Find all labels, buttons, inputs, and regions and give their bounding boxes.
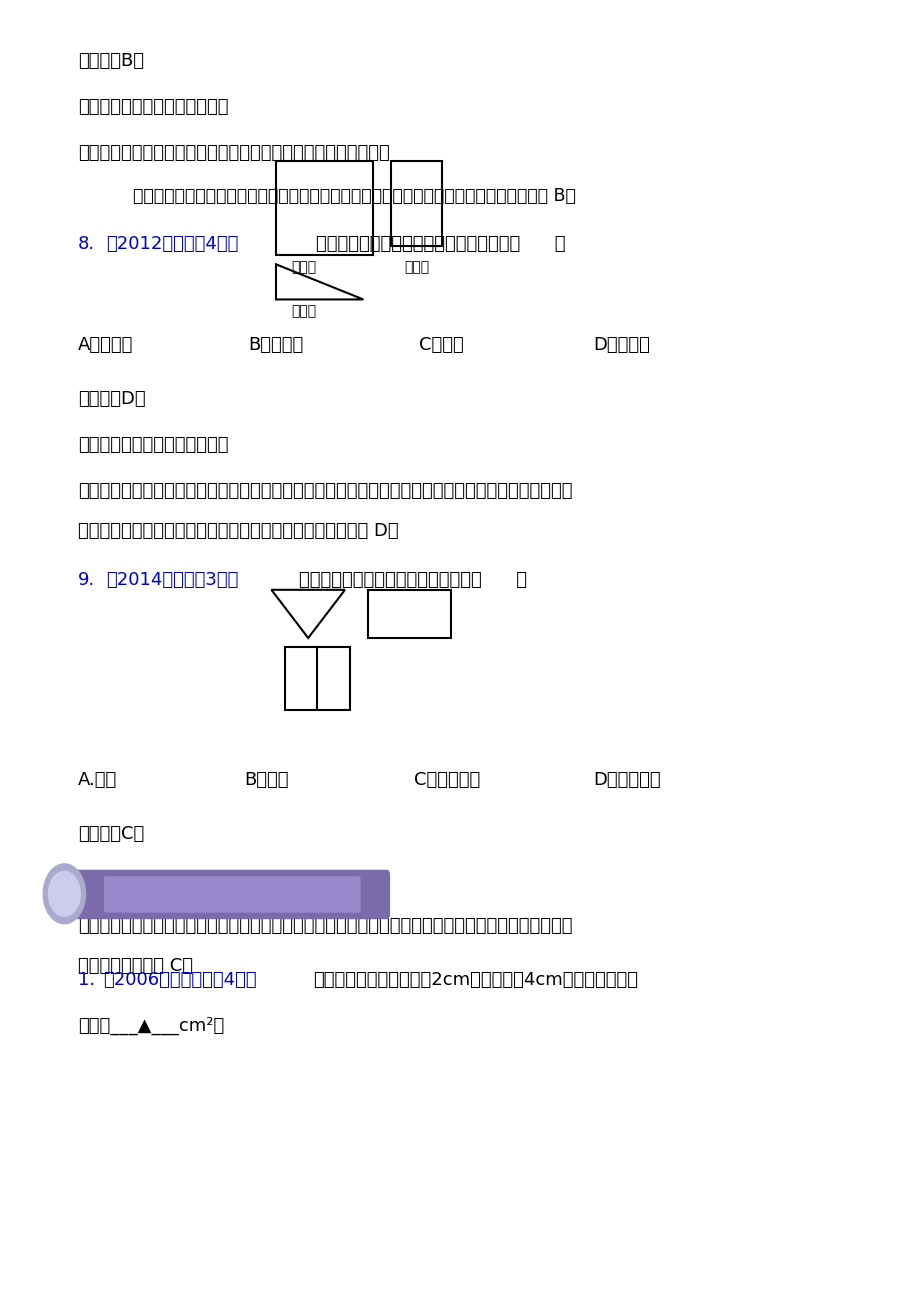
- Text: 图为矩形，可得为柱体，俯视图为三角形可得为三棱柱。故选 D。: 图为矩形，可得为柱体，俯视图为三角形可得为三棱柱。故选 D。: [78, 522, 399, 540]
- Text: 主视图: 主视图: [290, 260, 316, 275]
- Text: 【考点】展开图折叠成几何体。: 【考点】展开图折叠成几何体。: [78, 98, 229, 116]
- Text: 如图，圆锥的底面半径为2cm，母线长为4cm，那么它的侧面: 如图，圆锥的底面半径为2cm，母线长为4cm，那么它的侧面: [312, 971, 637, 990]
- Bar: [391, 161, 441, 246]
- Text: （2012年北京市4分）: （2012年北京市4分）: [106, 236, 238, 254]
- Text: D．正三棱锥: D．正三棱锥: [593, 771, 661, 789]
- Text: 【分析】仔细观察，看得到小正方体的阴影部分的具体部位即可：: 【分析】仔细观察，看得到小正方体的阴影部分的具体部位即可：: [78, 143, 390, 161]
- Text: C．正三棱柱: C．正三棱柱: [414, 771, 480, 789]
- Bar: [368, 590, 450, 638]
- Text: 【答案】B。: 【答案】B。: [78, 52, 144, 70]
- Text: 【分析】根据俯视图和左视图为矩形判断出是柱体，学科网根据主视图是三角形可判断出这个几何体应该: 【分析】根据俯视图和左视图为矩形判断出是柱体，学科网根据主视图是三角形可判断出这…: [78, 917, 573, 935]
- Text: B．正方体: B．正方体: [248, 336, 303, 354]
- Text: 【答案】D。: 【答案】D。: [78, 391, 146, 409]
- Bar: [276, 161, 372, 255]
- Bar: [285, 647, 349, 710]
- Text: 8.: 8.: [78, 236, 96, 254]
- FancyBboxPatch shape: [104, 876, 360, 913]
- Text: 【答案】C。: 【答案】C。: [78, 825, 144, 844]
- Text: 折叠成正方体的形状放置到白纸的阴影部分上，所得正方体中的阴影部分应紧靠白纸，故选 B。: 折叠成正方体的形状放置到白纸的阴影部分上，所得正方体中的阴影部分应紧靠白纸，故选…: [133, 186, 575, 204]
- Text: 9.: 9.: [78, 570, 96, 589]
- Text: B．圆柱: B．圆柱: [244, 771, 288, 789]
- Text: A．长方体: A．长方体: [78, 336, 133, 354]
- FancyBboxPatch shape: [74, 870, 390, 919]
- Text: 【考点】由三视图判断几何体。: 【考点】由三视图判断几何体。: [78, 871, 229, 889]
- Text: 左视图: 左视图: [403, 260, 429, 275]
- Text: （2006年北京市大纲4分）: （2006年北京市大纲4分）: [103, 971, 256, 990]
- Text: 下图是某个几何体的三视图，该几何体是【      】: 下图是某个几何体的三视图，该几何体是【 】: [315, 236, 564, 254]
- Text: A.圆锥: A.圆锥: [78, 771, 118, 789]
- Text: C．圆柱: C．圆柱: [418, 336, 463, 354]
- Text: 1.: 1.: [78, 971, 96, 990]
- Polygon shape: [271, 590, 345, 638]
- Text: 下图是几何体的三视图，该几何体是【      】: 下图是几何体的三视图，该几何体是【 】: [299, 570, 527, 589]
- Text: 是正三棱柱。故选 C。: 是正三棱柱。故选 C。: [78, 957, 193, 975]
- Circle shape: [49, 871, 80, 917]
- Text: D．三棱柱: D．三棱柱: [593, 336, 650, 354]
- Text: 俯视图: 俯视图: [290, 305, 316, 319]
- Text: 【考点】由三视图判断几何体。: 【考点】由三视图判断几何体。: [78, 436, 229, 454]
- Circle shape: [43, 865, 85, 924]
- Text: 【分析】主视图、左视图、俯视图是分别从物体正面、左面和上面看，所得到的图形，由于主视图和左视: 【分析】主视图、左视图、俯视图是分别从物体正面、左面和上面看，所得到的图形，由于…: [78, 482, 573, 500]
- Text: 积等于___▲___cm²。: 积等于___▲___cm²。: [78, 1017, 224, 1035]
- Text: 二.填空题: 二.填空题: [201, 884, 264, 904]
- Text: （2014年北京市3分）: （2014年北京市3分）: [106, 570, 238, 589]
- Polygon shape: [276, 264, 363, 299]
